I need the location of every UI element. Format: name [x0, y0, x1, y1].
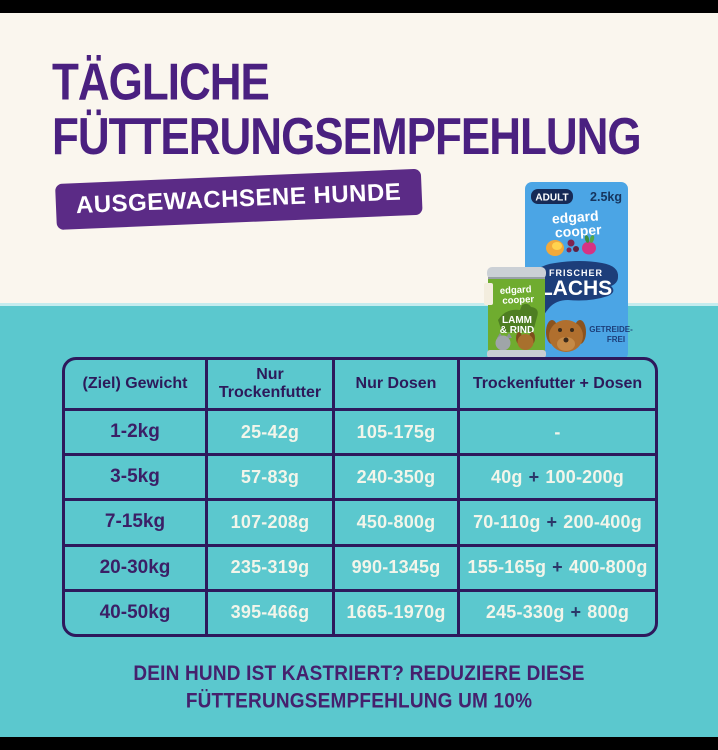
dry-amount-cell: 235-319g — [208, 546, 332, 589]
product-images: ADULT 2.5kg edgard cooper FRISCHER LACHS — [484, 182, 633, 360]
dry-amount-cell: 25-42g — [208, 411, 332, 454]
dog-eye — [558, 328, 562, 332]
column-header-cans: Nur Dosen — [335, 360, 457, 408]
can-dog-silhouette — [498, 303, 538, 332]
neutered-note-line2: FÜTTERUNGSEMPFEHLUNG UM 10% — [185, 689, 533, 713]
page-title-line1: TÄGLICHE — [52, 53, 270, 112]
plus-sign: + — [546, 511, 558, 532]
fish-shape — [532, 261, 619, 325]
dry-amount-cell: 107-208g — [208, 501, 332, 544]
page-title-line2: FÜTTERUNGSEMPFEHLUNG — [52, 107, 642, 166]
adult-pill — [531, 189, 573, 204]
feeding-table: (Ziel) Gewicht Nur Trockenfutter Nur Dos… — [62, 357, 658, 637]
can-flavor-line2: & RIND — [500, 325, 534, 336]
weight-cell: 3-5kg — [65, 456, 205, 499]
neutered-note: DEIN HUND IST KASTRIERT? REDUZIERE DIESE… — [0, 660, 718, 715]
cat-ear — [506, 333, 512, 338]
fruit-illustration — [546, 235, 596, 256]
column-header-weight: (Ziel) Gewicht — [65, 360, 205, 408]
weight-cell: 7-15kg — [65, 501, 205, 544]
beet-icon — [582, 241, 596, 255]
weight-cell: 20-30kg — [65, 546, 205, 589]
bag-flavor-line2: LACHS — [540, 277, 612, 300]
bag-claim-line2: FREI — [607, 335, 625, 344]
can-flavor-line1: LAMM — [502, 315, 532, 326]
combo-part: 800g — [587, 602, 630, 623]
beet-leaf — [584, 235, 590, 243]
dog-nose — [563, 337, 569, 343]
kibble-bag-image: ADULT 2.5kg edgard cooper FRISCHER LACHS — [525, 182, 633, 360]
page-title: TÄGLICHE FÜTTERUNGSEMPFEHLUNG — [52, 53, 642, 166]
mango-highlight — [552, 242, 562, 250]
combo-part: 100-200g — [545, 466, 624, 487]
dog-muzzle — [557, 337, 575, 351]
combo-amount-cell: - — [460, 411, 655, 454]
combo-part: 245-330g — [485, 602, 565, 623]
combo-part: 155-165g — [467, 557, 547, 578]
letterbox-top — [0, 0, 718, 13]
weight-cell: 1-2kg — [65, 411, 205, 454]
can-brand-line1: edgard — [500, 284, 532, 297]
can-side-tag — [484, 283, 493, 305]
beet-leaf — [589, 235, 595, 243]
letterbox-bottom — [0, 737, 718, 750]
neutered-note-line1: DEIN HUND IST KASTRIERT? REDUZIERE DIESE — [133, 662, 585, 686]
bag-brand-line2: cooper — [554, 221, 602, 240]
bag-brand-line1: edgard — [551, 207, 599, 226]
bag-weight-label: 2.5kg — [590, 190, 622, 204]
column-header-dry: Nur Trockenfutter — [208, 360, 332, 408]
dog-illustration — [546, 320, 586, 352]
combo-part: 200-400g — [563, 511, 642, 532]
bag-flavor-line1: FRISCHER — [549, 268, 603, 278]
combo-part: - — [554, 421, 561, 442]
bag-adult-label: ADULT — [535, 193, 568, 204]
combo-amount-cell: 155-165g +400-800g — [460, 546, 655, 589]
can-brand-logo: edgard cooper — [500, 284, 535, 307]
cans-amount-cell: 1665-1970g — [335, 591, 457, 634]
cans-amount-cell: 105-175g — [335, 411, 457, 454]
combo-part: 400-800g — [568, 557, 648, 578]
can-pets-illustration — [495, 332, 535, 351]
can-brand-line2: cooper — [502, 294, 535, 307]
dry-amount-cell: 57-83g — [208, 456, 332, 499]
bag-claim-line1: GETREIDE- — [589, 325, 633, 334]
dog-eye — [570, 328, 574, 332]
plus-sign: + — [552, 557, 563, 578]
dry-amount-cell: 395-466g — [208, 591, 332, 634]
dog2-head — [517, 334, 534, 350]
wet-food-can-image: edgard cooper LAMM & RIND — [484, 267, 546, 358]
berry-icon — [573, 246, 579, 252]
column-header-combo: Trockenfutter + Dosen — [460, 360, 655, 408]
cans-amount-cell: 450-800g — [335, 501, 457, 544]
cans-amount-cell: 240-350g — [335, 456, 457, 499]
berry-icon — [567, 239, 575, 247]
berry-icon — [566, 247, 572, 253]
combo-amount-cell: 40g +100-200g — [460, 456, 655, 499]
weight-cell: 40-50kg — [65, 591, 205, 634]
combo-amount-cell: 70-110g +200-400g — [460, 501, 655, 544]
cat-head — [495, 335, 511, 351]
plus-sign: + — [570, 602, 582, 623]
can-bottom-rim — [487, 350, 546, 358]
combo-amount-cell: 245-330g +800g — [460, 591, 655, 634]
plus-sign: + — [528, 466, 540, 487]
can-top-rim — [487, 267, 546, 279]
cans-amount-cell: 990-1345g — [335, 546, 457, 589]
can-rim-line — [488, 277, 545, 279]
combo-part: 70-110g — [473, 511, 541, 532]
combo-part: 40g — [491, 466, 523, 487]
bag-brand-logo: edgard cooper — [551, 207, 602, 240]
